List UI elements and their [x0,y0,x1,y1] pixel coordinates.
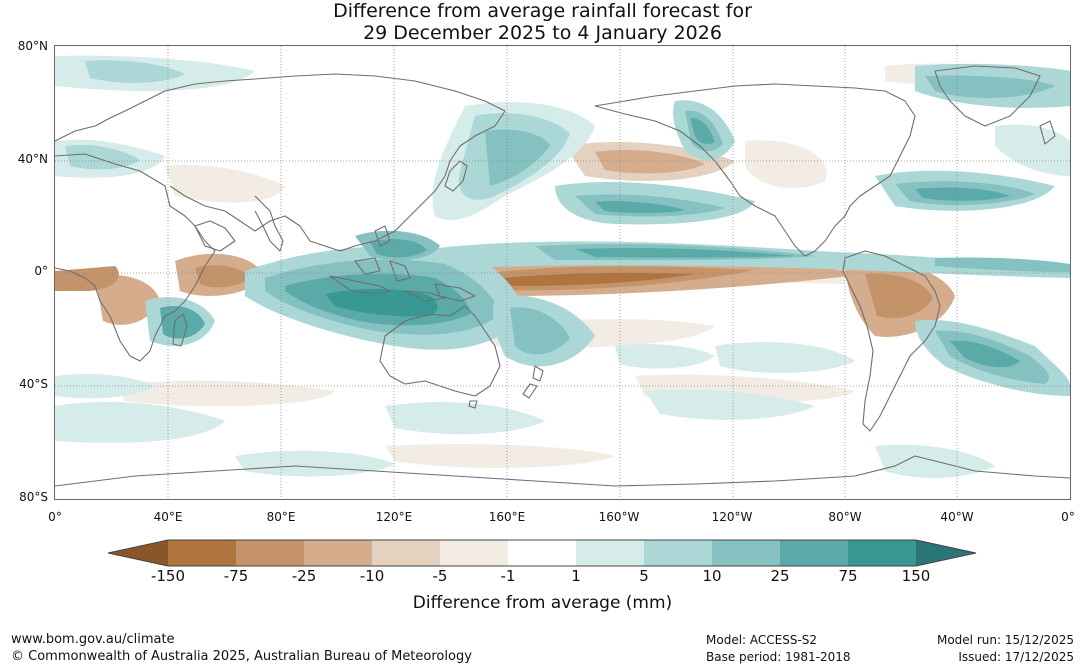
colorbar-tick: 1 [571,567,581,585]
footer-left: www.bom.gov.au/climate © Commonwealth of… [11,631,472,665]
lat-label-40n: 40°N [17,152,48,166]
colorbar-segment [780,540,848,566]
colorbar-segment [168,540,236,566]
colorbar-segment [236,540,304,566]
colorbar-tick: 10 [702,567,722,585]
colorbar-tick: -25 [291,567,317,585]
colorbar-label: Difference from average (mm) [412,593,673,613]
colorbar-tick: -150 [150,567,186,585]
colorbar-tick: 150 [901,567,931,585]
copyright-text: © Commonwealth of Australia 2025, Austra… [11,649,472,664]
colorbar-tick: -10 [359,567,385,585]
lon-label-80w: 80°W [828,510,862,524]
lon-label-40e: 40°E [153,510,183,524]
colorbar-segment-below [108,540,168,566]
map-title: Difference from average rainfall forecas… [0,0,1085,44]
colorbar-tick: -75 [223,567,249,585]
lon-label-120e: 120°E [375,510,413,524]
colorbar-segment [644,540,712,566]
lat-label-equator: 0° [34,264,48,278]
lon-label-40w: 40°W [940,510,974,524]
lon-label-120w: 120°W [711,510,753,524]
colorbar-segment [576,540,644,566]
colorbar-segment [848,540,916,566]
website-link[interactable]: www.bom.gov.au/climate [11,632,175,647]
anomaly-shading [55,55,1070,478]
colorbar-segment [372,540,440,566]
lon-label-0-right: 0° [1061,510,1075,524]
colorbar-tick: -1 [500,567,516,585]
graticule [55,46,1070,499]
colorbar [108,539,977,567]
colorbar-segment-above [916,540,976,566]
map-canvas [55,46,1070,499]
colorbar-tick: 5 [639,567,649,585]
footer-model-info: Model: ACCESS-S2 Base period: 1981-2018 [706,632,851,666]
lon-label-160e: 160°E [488,510,526,524]
colorbar-tick: 25 [770,567,790,585]
rainfall-anomaly-map [54,45,1071,500]
lat-label-80n: 80°N [17,39,48,53]
lon-label-0-left: 0° [48,510,62,524]
title-line-1: Difference from average rainfall forecas… [333,0,752,22]
issued-date: Issued: 17/12/2025 [958,650,1074,664]
colorbar-tick: 75 [838,567,858,585]
lat-label-80s: 80°S [19,490,48,504]
colorbar-segment [440,540,508,566]
model-run-date: Model run: 15/12/2025 [936,633,1074,647]
footer-dates: Model run: 15/12/2025 Issued: 17/12/2025 [937,632,1074,666]
lon-label-160w: 160°W [598,510,640,524]
base-period: Base period: 1981-2018 [706,650,851,664]
model-name: Model: ACCESS-S2 [706,633,818,647]
lat-label-40s: 40°S [19,377,48,391]
colorbar-segment [508,540,576,566]
title-line-2: 29 December 2025 to 4 January 2026 [363,22,722,44]
colorbar-segment [304,540,372,566]
colorbar-outline [108,539,977,567]
lon-label-80e: 80°E [266,510,296,524]
colorbar-tick: -5 [432,567,448,585]
colorbar-segment [712,540,780,566]
